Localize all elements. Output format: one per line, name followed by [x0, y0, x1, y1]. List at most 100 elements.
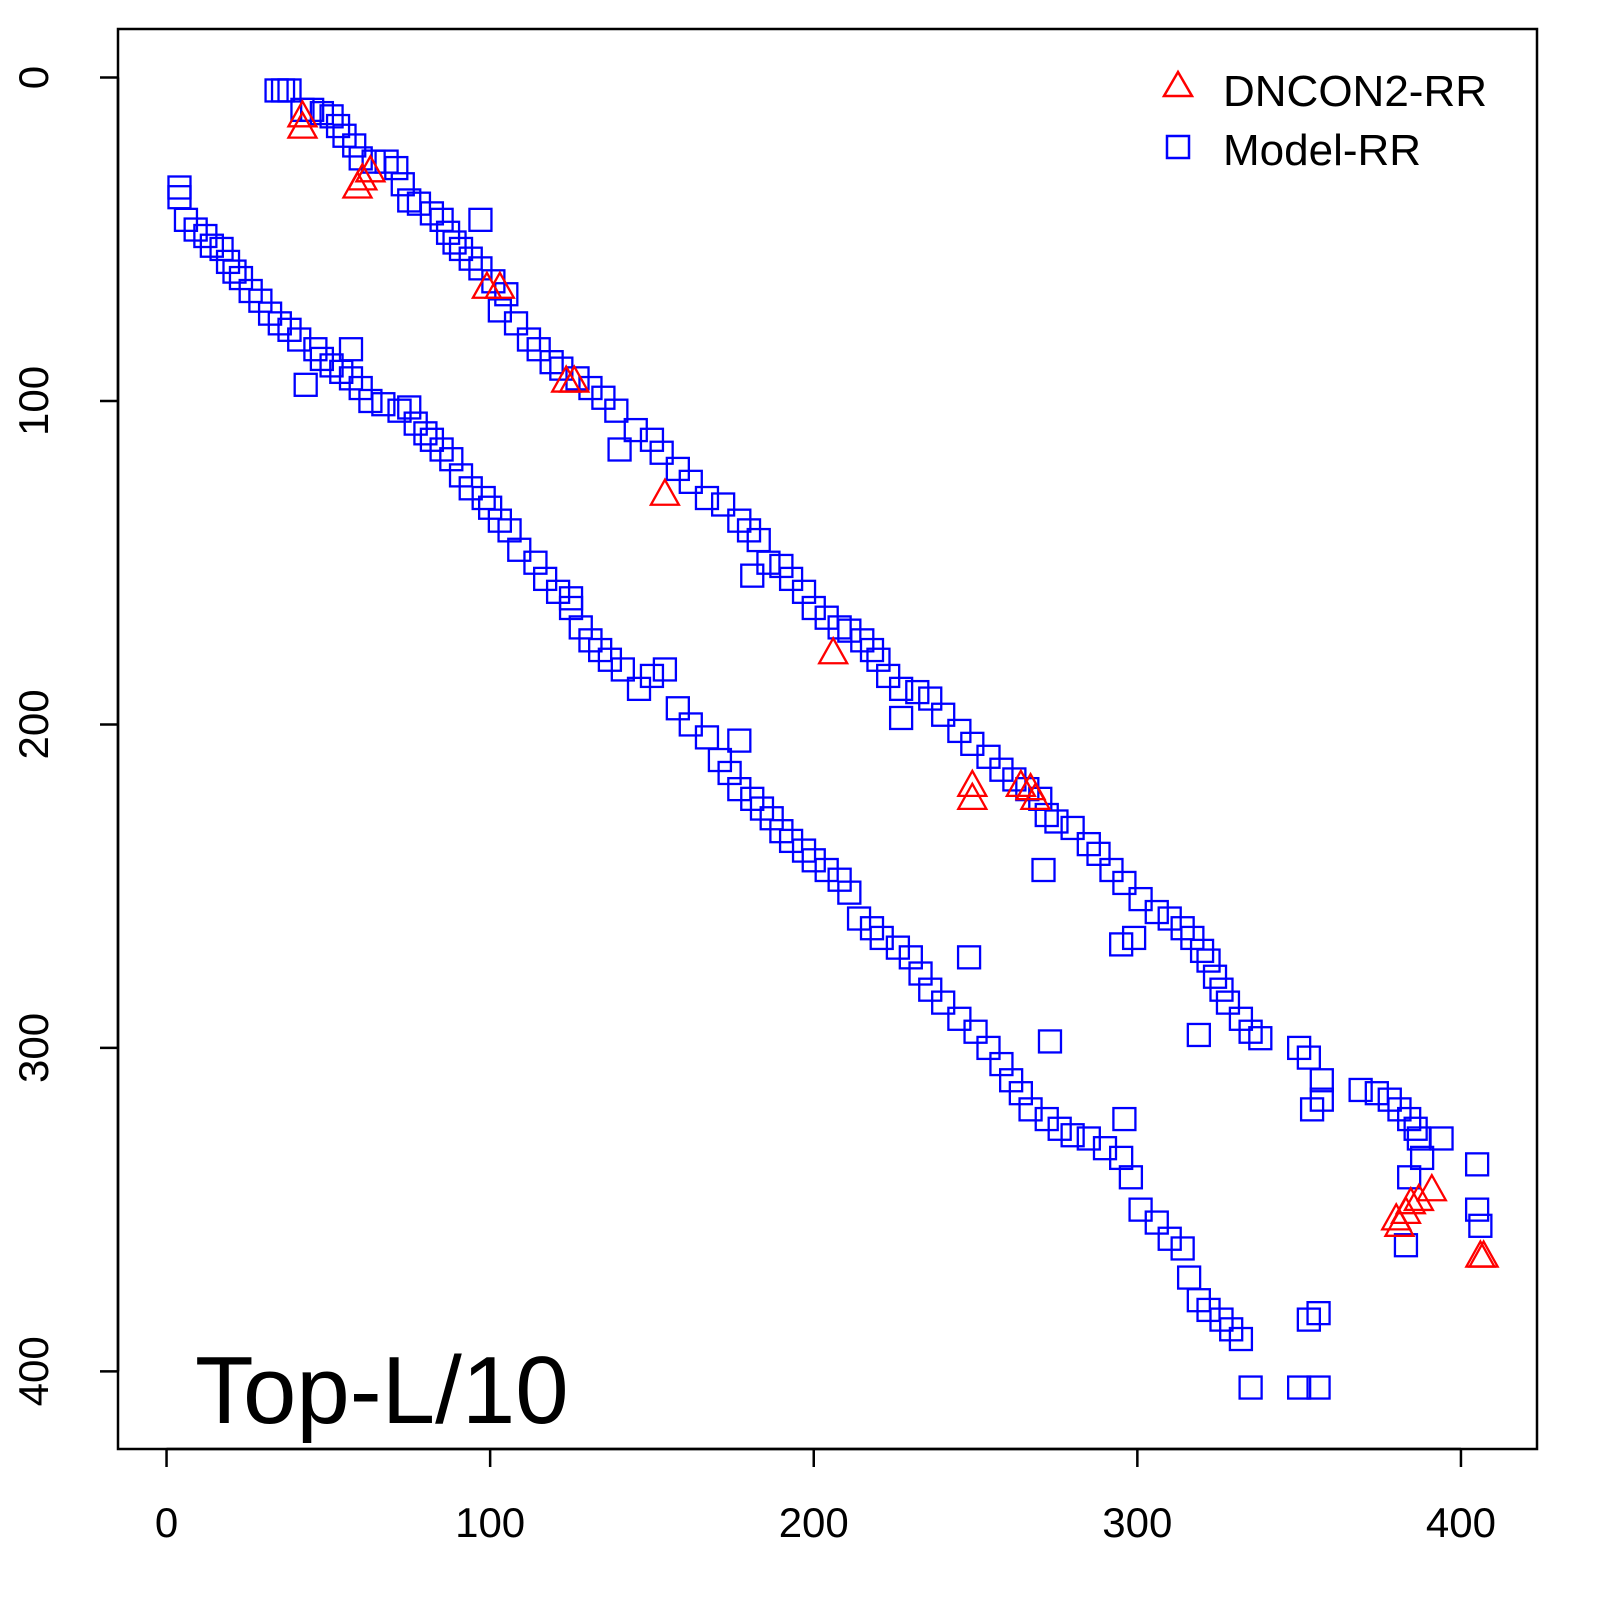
model-rr-point [1348, 1077, 1373, 1103]
model-rr-point [827, 867, 852, 892]
model-rr-point [759, 806, 784, 831]
model-rr-point [976, 744, 1001, 769]
model-rr-point [1180, 925, 1205, 951]
model-rr-point [419, 201, 445, 226]
model-rr-point [374, 149, 399, 174]
model-rr-point [1238, 1375, 1263, 1400]
model-rr-point [740, 786, 765, 811]
model-rr-point [1306, 1375, 1331, 1400]
model-rr-point [1076, 831, 1101, 857]
model-rr-point [905, 679, 930, 705]
model-rr-point [947, 718, 972, 744]
model-rr-point [963, 1019, 988, 1044]
model-rr-point [727, 508, 752, 533]
model-rr-point [1047, 1116, 1072, 1141]
dncon2-rr-point [817, 635, 850, 665]
model-rr-point [837, 618, 862, 643]
dncon2-rr-point [1383, 1208, 1416, 1237]
model-rr-point [727, 728, 752, 753]
model-rr-point [257, 301, 283, 326]
dncon2-rr-point [956, 781, 989, 810]
model-rr-point [167, 175, 192, 200]
model-rr-point [539, 350, 564, 375]
model-rr-point [173, 207, 199, 232]
dncon2-rr-point [354, 153, 387, 183]
legend-label-model-rr: Model-RR [1223, 126, 1421, 175]
model-rr-point [516, 327, 542, 352]
model-rr-point [1112, 1106, 1137, 1132]
model-rr-point [507, 537, 532, 562]
model-rr-point [1296, 1307, 1322, 1332]
model-rr-point [1387, 1097, 1412, 1122]
model-rr-point [458, 476, 483, 501]
model-rr-point [597, 647, 623, 672]
dncon2-rr-point [1004, 768, 1037, 798]
model-rr-point [604, 398, 629, 423]
model-rr-point [626, 676, 652, 702]
model-rr-point [1393, 1233, 1419, 1258]
model-rr-point [238, 278, 263, 304]
model-rr-point [956, 945, 982, 970]
model-rr-point [931, 990, 956, 1015]
model-rr-point [769, 819, 794, 844]
model-rr-point [778, 566, 804, 592]
model-rr-point [1219, 1317, 1244, 1342]
model-rr-point [1209, 1307, 1234, 1332]
model-rr-point [545, 579, 571, 604]
model-rr-point [1189, 938, 1215, 964]
dncon2-rr-point [286, 98, 319, 128]
model-rr-point [471, 485, 496, 511]
model-rr-point [487, 298, 513, 323]
model-rr-point [468, 256, 493, 281]
model-rr-point [694, 485, 720, 511]
model-rr-point [526, 337, 551, 362]
dncon2-rr-point [558, 364, 591, 393]
model-rr-point [1309, 1087, 1334, 1112]
model-rr-point [827, 615, 852, 640]
model-rr-series [167, 78, 1493, 1400]
model-rr-point [222, 259, 247, 284]
x-axis: 0 100 200 300 400 [155, 1447, 1496, 1546]
model-rr-point [740, 563, 765, 588]
model-rr-point [1086, 841, 1111, 866]
model-rr-point [869, 925, 894, 951]
model-rr-point [898, 945, 923, 970]
model-rr-point [1409, 1145, 1435, 1171]
model-rr-point [1287, 1035, 1312, 1061]
model-rr-point [866, 647, 891, 672]
model-rr-point [319, 353, 344, 378]
model-rr-point [1464, 1152, 1490, 1177]
model-rr-point [859, 637, 885, 663]
dncon2-rr-point [648, 477, 681, 506]
model-rr-point [665, 696, 690, 721]
model-rr-point [1429, 1126, 1454, 1151]
model-rr-point [1112, 870, 1137, 896]
model-rr-point [497, 518, 522, 543]
model-rr-point [649, 440, 674, 465]
model-rr-point [707, 747, 733, 773]
model-rr-point [639, 663, 665, 689]
model-rr-point [1060, 815, 1085, 841]
model-rr-point [442, 230, 467, 255]
model-rr-point [1209, 977, 1234, 1002]
model-rr-point [1170, 1236, 1195, 1261]
model-rr-point [1202, 964, 1228, 989]
model-rr-point [468, 207, 493, 232]
model-rr-point [568, 615, 593, 640]
y-tick-label: 200 [10, 689, 57, 759]
model-rr-point [215, 249, 241, 275]
legend: DNCON2-RR Model-RR [1161, 67, 1487, 175]
model-rr-point [1144, 899, 1169, 925]
model-rr-point [558, 586, 584, 611]
model-rr-point [1034, 802, 1059, 828]
model-rr-point [193, 223, 218, 249]
model-rr-point [387, 398, 412, 423]
model-rr-point [888, 705, 914, 731]
model-rr-point [1170, 916, 1195, 941]
model-rr-point [293, 372, 318, 397]
model-rr-point [1099, 857, 1124, 883]
model-rr-point [1309, 1068, 1334, 1093]
model-rr-point [199, 233, 224, 258]
model-rr-point [801, 848, 826, 873]
model-rr-point [591, 385, 616, 410]
